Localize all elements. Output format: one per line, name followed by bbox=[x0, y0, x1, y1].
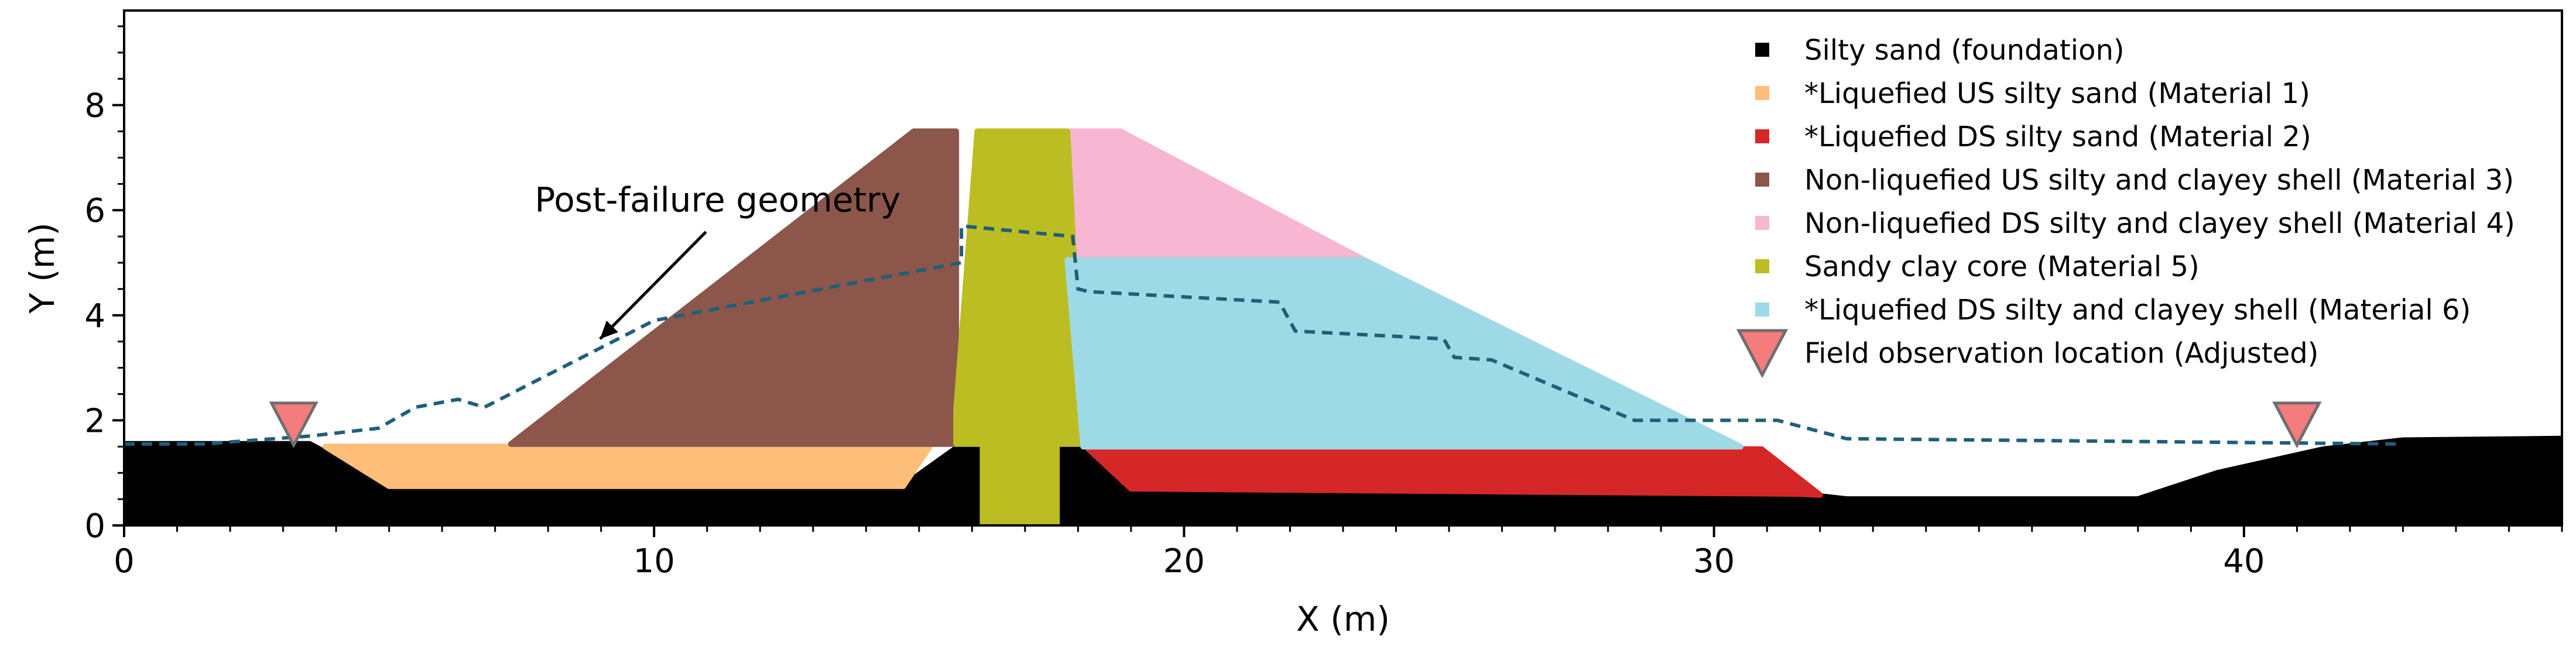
plot-area bbox=[124, 128, 2562, 525]
annotation-arrow-head bbox=[600, 321, 618, 339]
post-failure-line bbox=[124, 224, 2398, 446]
x-tick-label: 0 bbox=[114, 542, 135, 580]
legend-label: Silty sand (foundation) bbox=[1804, 34, 2125, 67]
legend-marker-square bbox=[1755, 173, 1769, 187]
field-observation-marker bbox=[2272, 401, 2322, 449]
legend-item: *Liquefied DS silty sand (Material 2) bbox=[1755, 121, 2311, 153]
legend-item: *Liquefied DS silty and clayey shell (Ma… bbox=[1755, 294, 2471, 326]
legend-label: *Liquefied US silty sand (Material 1) bbox=[1804, 77, 2310, 110]
x-tick-label: 40 bbox=[2223, 542, 2265, 580]
x-tick-label: 20 bbox=[1163, 542, 1205, 580]
y-tick-label: 4 bbox=[84, 297, 105, 335]
material-6-region-0 bbox=[1064, 257, 1743, 450]
legend: Silty sand (foundation) *Liquefied US sil… bbox=[1736, 34, 2515, 379]
legend-label: Non-liquefied DS silty and clayey shell … bbox=[1804, 207, 2515, 240]
material-4-region-0 bbox=[1064, 128, 1368, 263]
legend-label: Field observation location (Adjusted) bbox=[1804, 337, 2318, 370]
material-3-region-0 bbox=[508, 128, 960, 447]
y-tick-label: 2 bbox=[84, 402, 105, 440]
legend-item: *Liquefied US silty sand (Material 1) bbox=[1755, 77, 2310, 110]
y-tick-label: 8 bbox=[84, 87, 105, 125]
material-2-region-0 bbox=[1085, 446, 1823, 498]
annotation-text: Post-failure geometry bbox=[535, 180, 900, 219]
legend-label: *Liquefied DS silty and clayey shell (Ma… bbox=[1804, 294, 2471, 326]
y-tick-label: 6 bbox=[84, 192, 105, 230]
legend-marker-triangle bbox=[1736, 329, 1789, 379]
legend-marker-square bbox=[1755, 129, 1769, 143]
material-1-region-0 bbox=[323, 444, 933, 489]
legend-marker-square bbox=[1755, 216, 1769, 230]
legend-label: Sandy clay core (Material 5) bbox=[1804, 250, 2200, 283]
legend-item: Non-liquefied US silty and clayey shell … bbox=[1755, 164, 2514, 197]
x-tick-label: 30 bbox=[1693, 542, 1735, 580]
y-axis-label: Y (m) bbox=[22, 222, 62, 314]
legend-item: Field observation location (Adjusted) bbox=[1736, 329, 2318, 379]
plot-inner bbox=[124, 128, 2562, 525]
x-tick-label: 10 bbox=[633, 542, 675, 580]
legend-marker-square bbox=[1755, 259, 1769, 273]
legend-marker-square bbox=[1755, 43, 1769, 57]
y-tick-label: 0 bbox=[84, 507, 105, 545]
field-observation-marker bbox=[269, 401, 318, 449]
material-5-region-1 bbox=[979, 441, 1060, 525]
legend-marker-square bbox=[1755, 302, 1769, 317]
axes: 0 10 20 30 40 0 2 4 6 8 Post-failure geometry bbox=[84, 9, 2563, 580]
legend-item: Sandy clay core (Material 5) bbox=[1755, 250, 2200, 283]
material-5-region-0 bbox=[953, 128, 1087, 447]
legend-label: Non-liquefied US silty and clayey shell … bbox=[1804, 164, 2514, 197]
x-axis-label: X (m) bbox=[1296, 599, 1390, 639]
legend-label: *Liquefied DS silty sand (Material 2) bbox=[1804, 121, 2311, 153]
legend-item: Silty sand (foundation) bbox=[1755, 34, 2125, 67]
legend-item: Non-liquefied DS silty and clayey shell … bbox=[1755, 207, 2515, 240]
legend-marker-square bbox=[1755, 86, 1769, 100]
annotation-arrow-line bbox=[599, 231, 707, 340]
